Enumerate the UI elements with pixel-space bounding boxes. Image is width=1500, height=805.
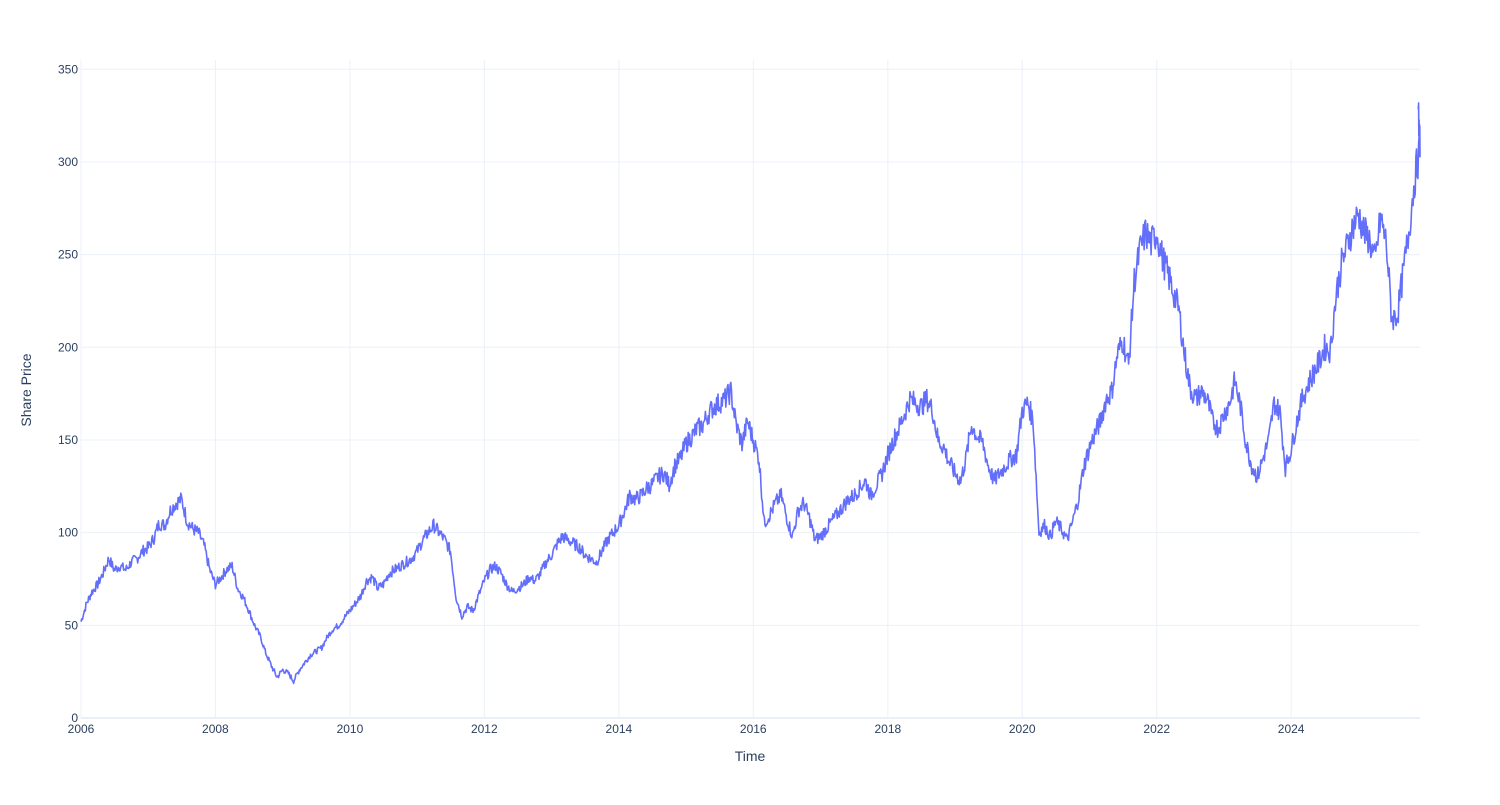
y-tick-label: 350	[58, 62, 78, 76]
x-tick-label: 2022	[1143, 722, 1170, 736]
x-tick-label: 2020	[1009, 722, 1036, 736]
x-tick-label: 2012	[471, 722, 498, 736]
share-price-line	[80, 102, 1421, 685]
y-tick-label: 100	[58, 526, 78, 540]
x-tick-label: 2024	[1278, 722, 1305, 736]
x-tick-label: 2014	[606, 722, 633, 736]
y-tick-label: 0	[71, 711, 78, 725]
y-tick-label: 50	[65, 618, 79, 632]
x-tick-label: 2008	[202, 722, 229, 736]
x-tick-label: 2018	[874, 722, 901, 736]
x-axis-title: Time	[735, 748, 766, 764]
x-tick-label: 2016	[740, 722, 767, 736]
y-tick-label: 250	[58, 248, 78, 262]
y-tick-label: 300	[58, 155, 78, 169]
series-layer	[80, 102, 1421, 685]
y-axis-title: Share Price	[18, 353, 34, 426]
y-axis-ticks: 0 50 100 150 200 250 300 350	[58, 62, 78, 725]
y-tick-label: 150	[58, 433, 78, 447]
x-axis-ticks: 2006 2008 2010 2012 2014 2016 2018 2020 2022 2024	[68, 722, 1305, 736]
x-tick-label: 2006	[68, 722, 95, 736]
x-tick-label: 2010	[337, 722, 364, 736]
grid	[80, 60, 1420, 719]
y-tick-label: 200	[58, 340, 78, 354]
